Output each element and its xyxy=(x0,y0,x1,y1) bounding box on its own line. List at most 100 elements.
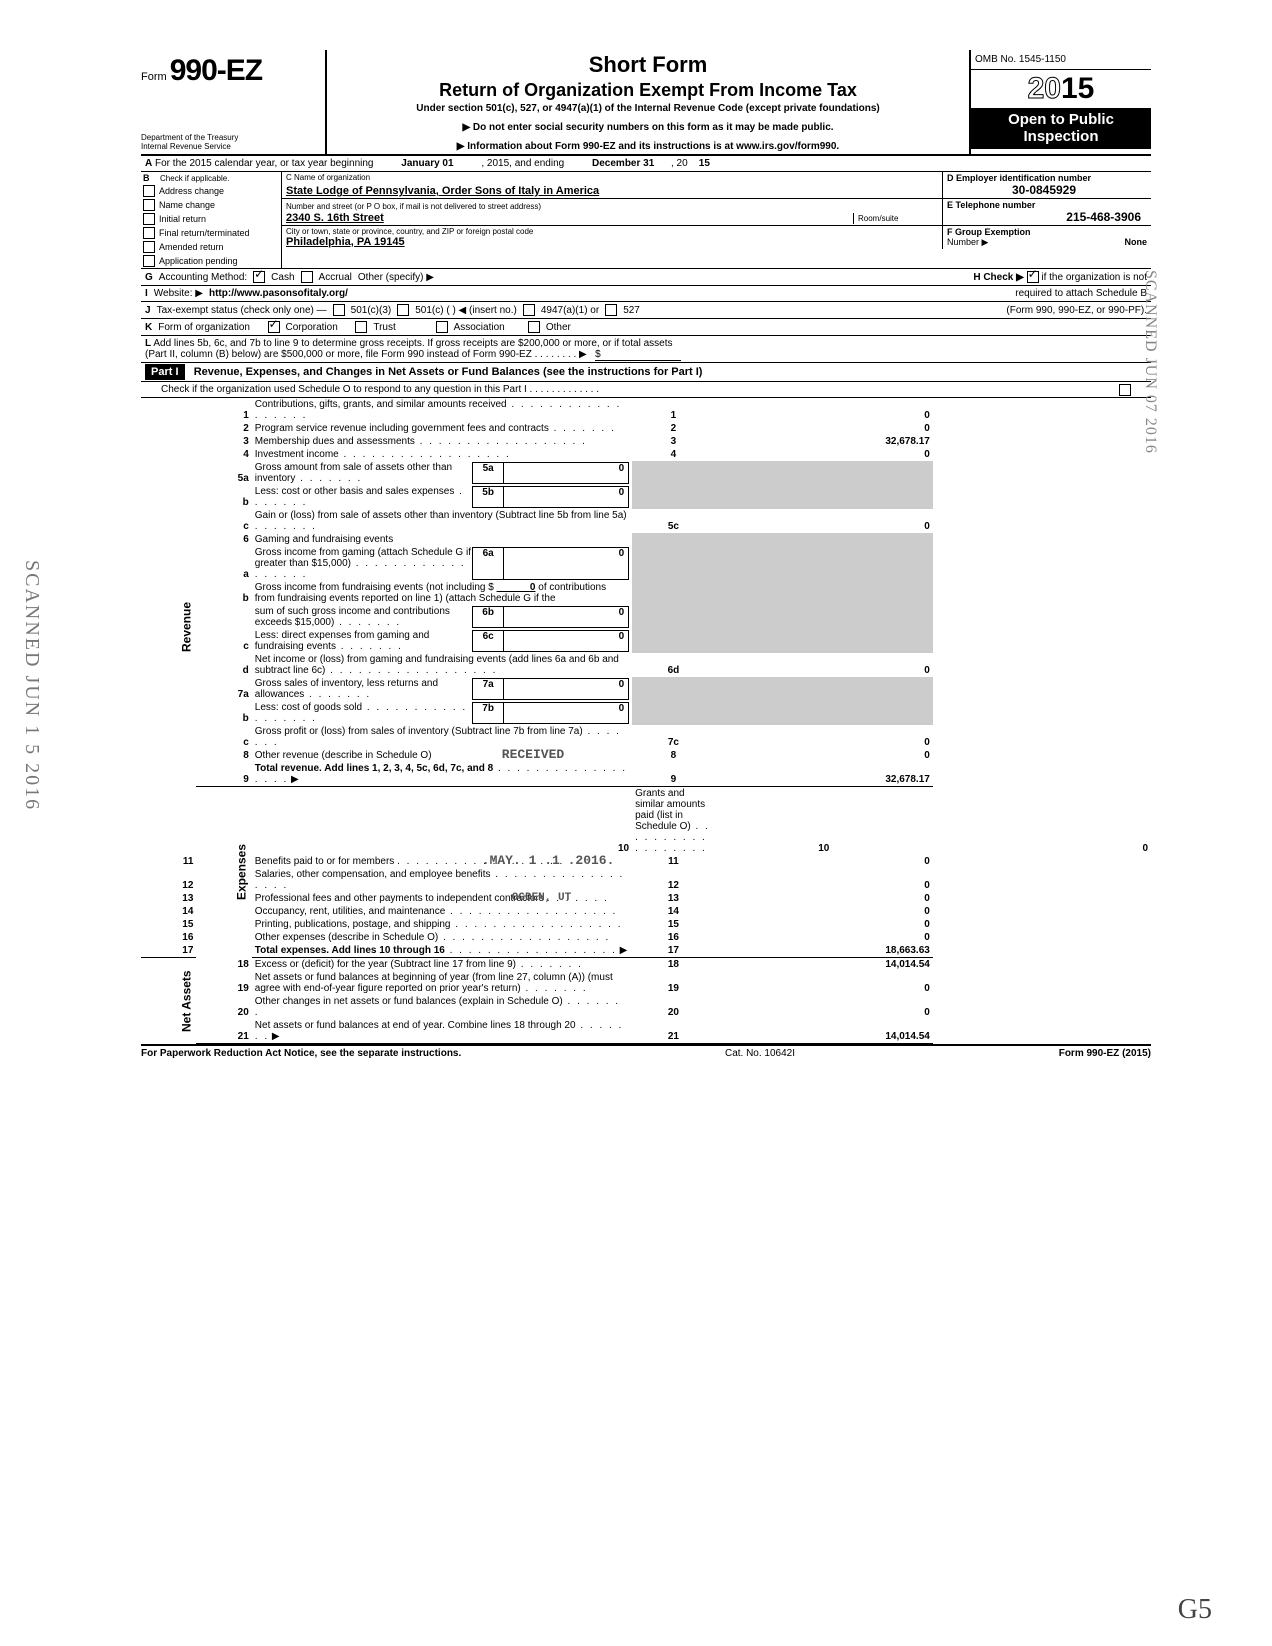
org-name: State Lodge of Pennsylvania, Order Sons … xyxy=(286,185,938,197)
box-val-4: 0 xyxy=(715,448,933,461)
lbl-trust: Trust xyxy=(373,322,395,333)
subtitle: Under section 501(c), 527, or 4947(a)(1)… xyxy=(333,103,963,114)
mini-val-7a: 0 xyxy=(504,678,629,700)
chk-corporation[interactable] xyxy=(268,321,280,333)
box-val-8: 0 xyxy=(715,749,933,762)
desc-11: Benefits paid to or for members xyxy=(255,856,395,867)
box-val-9: 32,678.17 xyxy=(715,762,933,787)
ln-4: 4 xyxy=(196,448,251,461)
chk-final-return[interactable] xyxy=(143,227,155,239)
city-label: City or town, state or province, country… xyxy=(286,227,938,236)
box-val-1: 0 xyxy=(715,398,933,422)
mini-val-6c: 0 xyxy=(504,630,629,652)
chk-accrual[interactable] xyxy=(301,271,313,283)
section-bcd: B Check if applicable. Address change Na… xyxy=(141,172,1151,269)
chk-cash[interactable] xyxy=(253,271,265,283)
ln-6: 6 xyxy=(196,533,251,546)
part1-title: Revenue, Expenses, and Changes in Net As… xyxy=(194,366,703,378)
box-val-18: 14,014.54 xyxy=(715,958,933,972)
chk-amended[interactable] xyxy=(143,241,155,253)
desc-5b: Less: cost or other basis and sales expe… xyxy=(255,486,455,497)
chk-other-org[interactable] xyxy=(528,321,540,333)
chk-h[interactable] xyxy=(1027,271,1039,283)
box-no-15: 15 xyxy=(632,918,715,931)
box-no-17: 17 xyxy=(632,944,715,958)
phone-value: 215-468-3906 xyxy=(947,210,1147,224)
row-a-tail: , 20 xyxy=(671,158,688,169)
d-label: D Employer identification number xyxy=(947,173,1147,183)
l-text2: (Part II, column (B) below) are $500,000… xyxy=(145,349,587,360)
shade-5a xyxy=(632,461,715,485)
desc-9: Total revenue. Add lines 1, 2, 3, 4, 5c,… xyxy=(255,763,493,774)
mini-no-6b: 6b xyxy=(472,606,504,628)
form-header: Form 990-EZ Department of the Treasury I… xyxy=(141,50,1151,156)
col-b-checks: B Check if applicable. Address change Na… xyxy=(141,172,282,268)
box-val-21: 14,014.54 xyxy=(715,1019,933,1044)
year-outline: 20 xyxy=(1028,72,1061,105)
c-label: C Name of organization xyxy=(286,173,938,182)
mini-no-7a: 7a xyxy=(472,678,504,700)
label-k: K xyxy=(145,322,152,333)
desc-16: Other expenses (describe in Schedule O) xyxy=(255,932,438,943)
desc-20: Other changes in net assets or fund bala… xyxy=(255,996,563,1007)
stamp-ogden: OGDEN, UT xyxy=(512,892,571,904)
box-no-13: 13 xyxy=(632,892,715,905)
mini-no-6a: 6a xyxy=(472,547,504,580)
chk-association[interactable] xyxy=(436,321,448,333)
f-label2: Number ▶ xyxy=(947,237,988,248)
desc-6b-3: from fundraising events reported on line… xyxy=(255,593,556,604)
part1-header-row: Part I Revenue, Expenses, and Changes in… xyxy=(141,363,1151,382)
lbl-final-return: Final return/terminated xyxy=(159,228,250,238)
ln-11: 11 xyxy=(141,855,196,868)
chk-schedule-o[interactable] xyxy=(1119,384,1131,396)
city-value: Philadelphia, PA 19145 xyxy=(286,236,938,248)
dept-irs: Internal Revenue Service xyxy=(141,143,321,152)
chk-4947[interactable] xyxy=(523,304,535,316)
g-label: Accounting Method: xyxy=(159,272,247,283)
end-date: December 31 xyxy=(592,158,654,169)
lbl-cash: Cash xyxy=(271,272,294,283)
chk-501c[interactable] xyxy=(397,304,409,316)
row-j: J Tax-exempt status (check only one) — 5… xyxy=(141,302,1151,319)
chk-name-change[interactable] xyxy=(143,199,155,211)
desc-15: Printing, publications, postage, and shi… xyxy=(255,919,451,930)
mini-val-5a: 0 xyxy=(504,462,629,484)
ln-17: 17 xyxy=(141,944,196,958)
chk-trust[interactable] xyxy=(355,321,367,333)
street-value: 2340 S. 16th Street xyxy=(286,212,384,224)
box-val-12: 0 xyxy=(715,868,933,892)
box-no-21: 21 xyxy=(632,1019,715,1044)
box-val-7c: 0 xyxy=(715,725,933,749)
box-val-3: 32,678.17 xyxy=(715,435,933,448)
stamp-date: .MAY. 1 .1 .2016. xyxy=(482,853,615,868)
lbl-application-pending: Application pending xyxy=(159,256,238,266)
chk-application-pending[interactable] xyxy=(143,255,155,267)
ln-6a: a xyxy=(196,546,251,581)
desc-13: Professional fees and other payments to … xyxy=(255,893,544,904)
scanned-stamp-left: SCANNED JUN 1 5 2016 xyxy=(20,560,43,811)
box-no-20: 20 xyxy=(632,995,715,1019)
room-label: Room/suite xyxy=(858,214,898,223)
f-value: None xyxy=(1125,237,1148,248)
chk-527[interactable] xyxy=(605,304,617,316)
box-no-4: 4 xyxy=(632,448,715,461)
chk-address-change[interactable] xyxy=(143,185,155,197)
row-h: H Check ▶ if the organization is not xyxy=(973,271,1147,283)
box-val-17: 18,663.63 xyxy=(715,944,933,958)
desc-6b-1: Gross income from fundraising events (no… xyxy=(255,582,494,593)
mini-val-6a: 0 xyxy=(504,547,629,580)
chk-501c3[interactable] xyxy=(333,304,345,316)
arrow-info: ▶ Information about Form 990-EZ and its … xyxy=(333,141,963,152)
lbl-initial-return: Initial return xyxy=(159,214,206,224)
ln-20: 20 xyxy=(196,995,251,1019)
row-a-mid: , 2015, and ending xyxy=(481,158,564,169)
lbl-other-method: Other (specify) ▶ xyxy=(358,272,434,283)
box-no-1: 1 xyxy=(632,398,715,422)
label-b: B xyxy=(143,173,150,183)
ln-1: 1 xyxy=(196,398,251,422)
chk-initial-return[interactable] xyxy=(143,213,155,225)
arrow-ssn: ▶ Do not enter social security numbers o… xyxy=(333,122,963,133)
mini-val-6b: 0 xyxy=(504,606,629,628)
val-6b-mid: 0 xyxy=(530,582,536,593)
mini-val-7b: 0 xyxy=(504,702,629,724)
